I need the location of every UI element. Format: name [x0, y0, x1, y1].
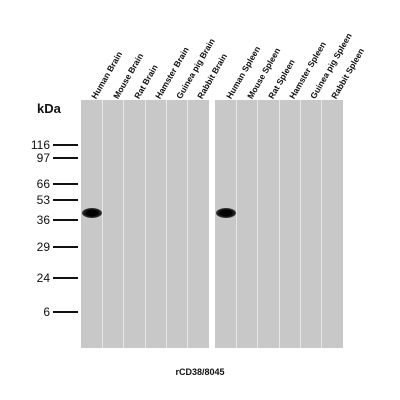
marker-tick — [53, 219, 78, 221]
marker: 53 — [0, 193, 80, 207]
marker-label: 116 — [30, 138, 50, 152]
antibody-caption: rCD38/8045 — [175, 367, 225, 377]
lane-divider — [257, 100, 258, 348]
marker-tick — [53, 311, 78, 313]
marker-tick — [53, 246, 78, 248]
lane-divider — [300, 100, 301, 348]
marker: 116 — [0, 138, 80, 152]
lane-divider — [321, 100, 322, 348]
lane-divider — [123, 100, 124, 348]
lane-divider — [279, 100, 280, 348]
lane-divider — [145, 100, 146, 348]
marker: 24 — [0, 271, 80, 285]
marker: 66 — [0, 177, 80, 191]
marker-label: 6 — [43, 305, 50, 319]
marker-tick — [53, 157, 78, 159]
marker: 6 — [0, 305, 80, 319]
kda-axis-label: kDa — [37, 101, 61, 116]
blot-panel-brain — [81, 100, 209, 348]
marker: 36 — [0, 213, 80, 227]
marker-label: 97 — [36, 151, 50, 165]
marker-label: 29 — [36, 240, 50, 254]
marker: 29 — [0, 240, 80, 254]
marker-tick — [53, 277, 78, 279]
protein-band — [216, 208, 236, 218]
molecular-weight-markers: 116 97 66 53 36 29 24 6 — [0, 0, 80, 400]
marker-label: 66 — [36, 177, 50, 191]
lane-divider — [236, 100, 237, 348]
lane-divider — [102, 100, 103, 348]
marker-tick — [53, 144, 78, 146]
marker-tick — [53, 183, 78, 185]
lane-divider — [166, 100, 167, 348]
marker-label: 36 — [36, 213, 50, 227]
marker-tick — [53, 199, 78, 201]
protein-band — [82, 208, 102, 218]
lane-divider — [187, 100, 188, 348]
marker: 97 — [0, 151, 80, 165]
marker-label: 24 — [36, 271, 50, 285]
blot-panel-spleen — [215, 100, 343, 348]
marker-label: 53 — [36, 193, 50, 207]
